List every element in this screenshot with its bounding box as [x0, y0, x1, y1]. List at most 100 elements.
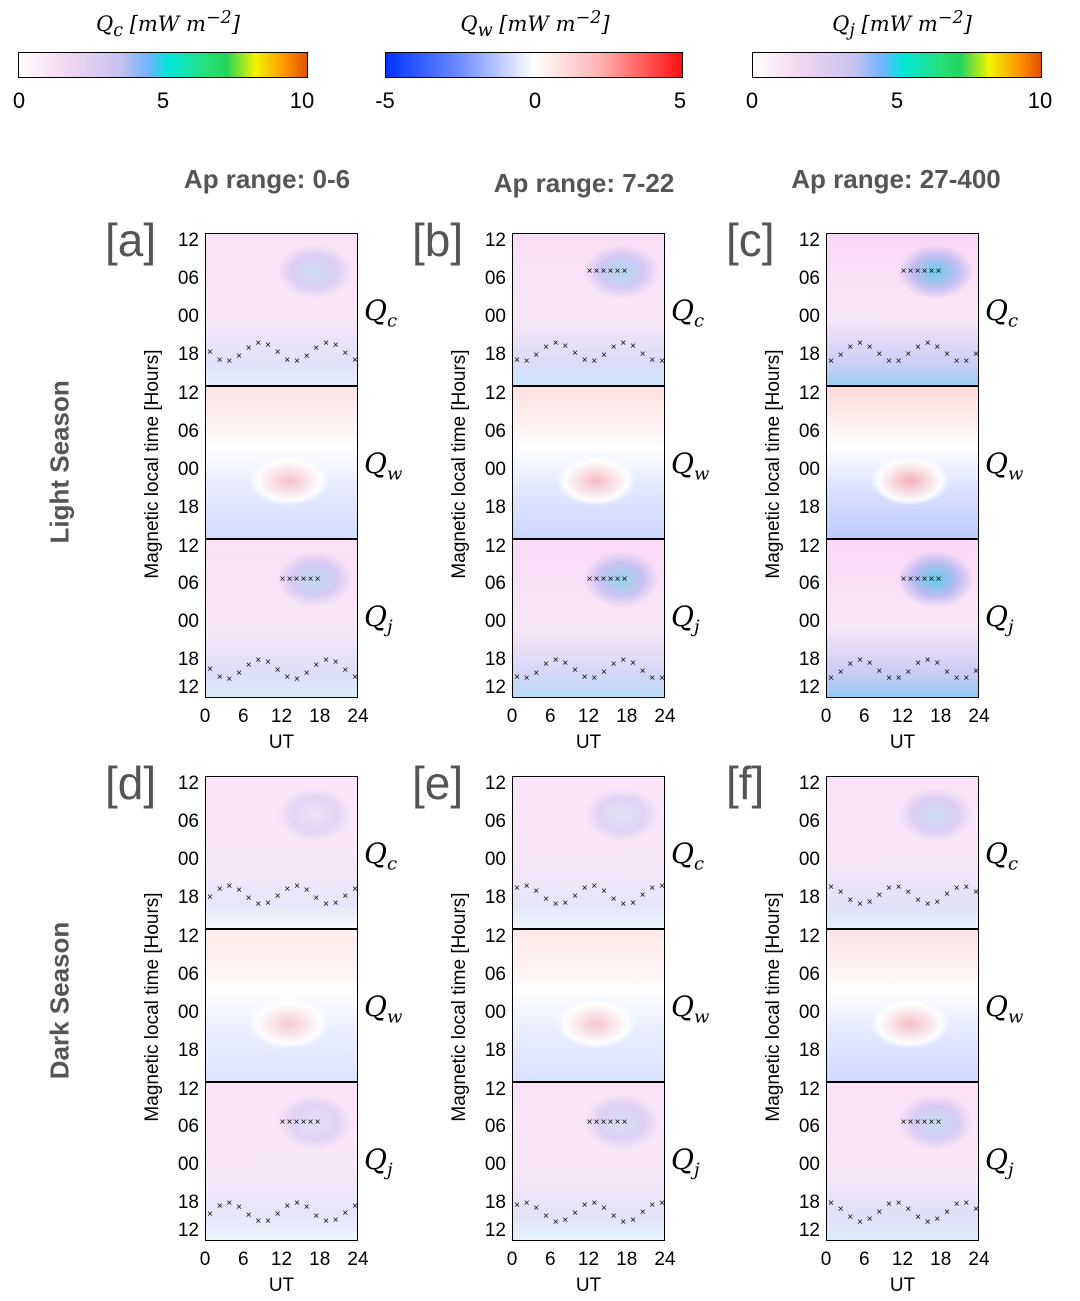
max-marker: ×	[552, 899, 559, 911]
heatmap-fill-b-qj	[513, 540, 664, 697]
heatmap-fill-d-qj	[206, 1083, 357, 1240]
max-marker: ×	[313, 660, 320, 671]
y-tick-c-qj-0: 12	[798, 535, 820, 557]
x-tick-d-0: 0	[199, 1249, 211, 1270]
max-marker: ×	[543, 1211, 549, 1223]
y-tick-d-qc-1: 06	[177, 810, 199, 832]
x-tick-b-1: 6	[544, 706, 556, 727]
max-marker: ×	[591, 673, 598, 685]
quantity-subscript: j	[1007, 1159, 1014, 1181]
quantity-symbol: Q	[364, 837, 387, 871]
colorbar-qj-tick-10: 10	[1027, 88, 1053, 113]
heatmap-f-qj: × × × × × × × × × × × × × × × × × × × × × ×	[826, 1082, 979, 1241]
x-tick-e-3: 18	[616, 1249, 638, 1270]
max-marker: ×	[226, 1197, 233, 1209]
colorbar-qj-tick-5: 5	[890, 88, 904, 113]
max-marker: ×	[562, 657, 569, 669]
max-marker: ×	[895, 672, 902, 684]
max-marker: ×	[614, 573, 621, 585]
y-tick-c-qc-0: 12	[798, 229, 820, 251]
max-marker: ×	[294, 356, 300, 368]
quantity-symbol: Q	[985, 990, 1008, 1024]
y-tick-d-qj-3: 18	[177, 1191, 199, 1213]
x-tick-f-0: 0	[820, 1249, 832, 1270]
max-marker: ×	[973, 349, 979, 361]
max-marker: ×	[352, 883, 358, 895]
quantity-subscript: w	[693, 463, 710, 485]
max-marker: ×	[274, 664, 281, 676]
max-marker: ×	[332, 340, 339, 352]
heatmap-fill-a-qw	[206, 387, 357, 538]
max-marker: ×	[621, 1116, 628, 1128]
max-marker: ×	[914, 573, 921, 585]
y-tick-f-qj-3: 18	[798, 1191, 820, 1213]
max-marker: ×	[639, 665, 646, 677]
max-marker: ×	[610, 659, 617, 671]
max-marker: ×	[963, 881, 970, 893]
max-marker: ×	[274, 1208, 281, 1220]
y-tick-b-qc-1: 06	[484, 267, 506, 289]
heatmap-fill-c-qj	[827, 540, 978, 697]
panel-label-f: [f]	[726, 757, 765, 809]
max-marker: ×	[620, 654, 627, 666]
max-marker: ×	[607, 573, 614, 585]
max-marker: ×	[915, 341, 921, 353]
x-axis-label-c: UT	[889, 732, 916, 753]
quantity-label-a-qj: Qj	[364, 600, 393, 638]
x-tick-c-1: 6	[858, 706, 870, 727]
max-marker: ×	[601, 667, 607, 679]
heatmap-fill-e-qj	[513, 1083, 664, 1240]
max-marker: ×	[847, 341, 854, 353]
x-tick-d-2: 12	[270, 1249, 293, 1270]
max-marker: ×	[342, 1208, 349, 1220]
y-tick-e-qc-3: 18	[484, 887, 506, 909]
y-tick-c-qj-2: 00	[798, 610, 820, 632]
y-tick-a-qc-3: 18	[177, 344, 199, 366]
y-tick-a-qj-0: 12	[177, 535, 199, 557]
quantity-subscript: j	[1007, 616, 1014, 638]
y-tick-d-qc-3: 18	[177, 887, 199, 909]
max-marker: ×	[973, 666, 979, 678]
y-tick-b-qc-3: 18	[484, 344, 506, 366]
max-marker: ×	[207, 347, 213, 359]
y-tick-f-qc-2: 00	[798, 849, 820, 871]
heatmap-f-qc: × × × × × × × × × × × × × × × ×	[826, 776, 979, 929]
heatmap-d-qw	[205, 929, 358, 1082]
max-marker: ×	[935, 266, 942, 278]
max-marker: ×	[581, 883, 588, 895]
colorbar-qw-tick-neg5: -5	[375, 88, 395, 113]
max-marker: ×	[921, 266, 928, 278]
colorbar-qw-title: Qw [mW m−2]	[460, 8, 610, 42]
max-marker: ×	[857, 338, 863, 350]
quantity-label-f-qw: Qw	[985, 990, 1023, 1028]
max-marker: ×	[857, 654, 863, 666]
colorbar-qj-tick-0: 0	[745, 88, 759, 113]
colorbar-qw-tick-5: 5	[673, 88, 687, 113]
y-tick-f-qc-1: 06	[798, 810, 820, 832]
y-tick-d-qj-4: 12	[177, 1220, 199, 1242]
max-marker: ×	[323, 899, 329, 910]
max-marker: ×	[928, 266, 935, 278]
quantity-subscript: c	[693, 853, 705, 875]
max-marker: ×	[226, 881, 233, 893]
heatmap-fill-f-qc	[827, 777, 978, 928]
y-tick-f-qc-3: 18	[798, 887, 820, 909]
y-tick-c-qw-2: 00	[798, 459, 820, 481]
y-tick-c-qw-3: 18	[798, 497, 820, 519]
quantity-subscript: c	[386, 310, 398, 332]
quantity-label-d-qc: Qc	[364, 837, 397, 875]
max-marker: ×	[593, 266, 600, 278]
max-marker: ×	[914, 1116, 921, 1128]
max-marker: ×	[953, 882, 960, 894]
heatmap-fill-f-qj	[827, 1083, 978, 1240]
max-marker: ×	[610, 894, 617, 906]
heatmap-fill-d-qc	[206, 777, 357, 928]
max-marker: ×	[924, 1216, 931, 1228]
quantity-label-f-qc: Qc	[985, 837, 1018, 875]
y-tick-e-qc-2: 00	[484, 849, 506, 871]
heatmap-fill-b-qw	[513, 387, 664, 538]
max-marker: ×	[828, 881, 834, 893]
heatmap-c-qc: × × × × × × × × × × × × × × × × × × × × × ×	[826, 233, 979, 386]
max-marker: ×	[876, 666, 883, 678]
panel-label-d: [d]	[105, 757, 157, 809]
